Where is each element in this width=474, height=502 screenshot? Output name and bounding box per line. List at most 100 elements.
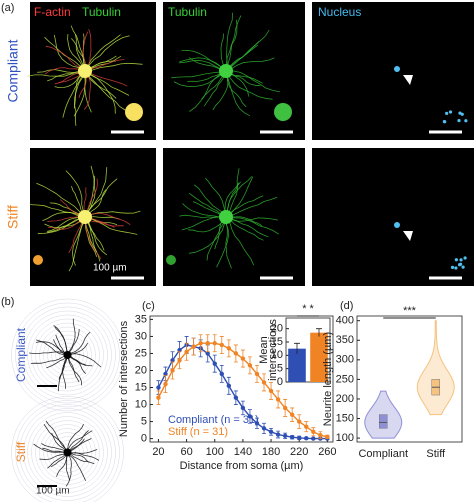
soma (78, 210, 92, 224)
channel-label: F-actin (34, 5, 71, 19)
neurite (84, 70, 130, 96)
neurite (225, 216, 278, 222)
y-axis-label: Number of intersections (118, 320, 130, 437)
soma (274, 103, 292, 121)
neurite (84, 62, 143, 72)
neurite (65, 452, 70, 481)
soma (166, 255, 176, 265)
soma (78, 64, 92, 78)
neurite (225, 15, 242, 72)
point (311, 436, 316, 441)
point (275, 432, 281, 437)
nucleus (394, 222, 400, 228)
sholl-ring (59, 346, 76, 364)
sholl-ring (31, 318, 104, 392)
y-tick-label: 20 (271, 323, 283, 335)
soma (219, 210, 233, 224)
point (205, 351, 210, 356)
sholl-ring (51, 436, 84, 469)
sholl-ring (51, 338, 84, 372)
x-tick-label: 180 (262, 446, 280, 458)
soma (219, 64, 233, 78)
neurite (41, 443, 68, 453)
micrograph (30, 148, 156, 286)
nucleus (461, 265, 465, 269)
neurite (44, 36, 86, 72)
point (325, 434, 330, 440)
neurite (37, 69, 86, 73)
neurite (33, 443, 68, 453)
nucleus (464, 119, 468, 123)
neurite (45, 45, 86, 72)
error-bar (294, 342, 300, 354)
neurite (84, 70, 116, 114)
scale-label: 100 µm (93, 263, 127, 274)
neurite (173, 70, 227, 87)
micrograph (163, 148, 305, 286)
bar (310, 332, 328, 382)
soma (63, 351, 72, 359)
neurite (67, 452, 100, 461)
y-tick-label: 200 (336, 393, 354, 405)
y-tick-label: 5 (277, 363, 283, 375)
row-label: Stiff (14, 441, 28, 462)
x-axis-label: Distance from soma (µm) (180, 460, 304, 472)
micrograph (312, 2, 474, 140)
neurite (67, 34, 86, 72)
point (261, 426, 267, 431)
neurite (225, 70, 247, 108)
neurite (44, 67, 86, 75)
neurite (45, 420, 68, 453)
y-tick-label: 300 (336, 354, 354, 366)
point (297, 419, 302, 424)
row-label: Stiff (5, 205, 21, 229)
sholl-ring (19, 404, 116, 501)
row-label: Compliant (14, 327, 28, 382)
sholl-ring (11, 298, 124, 412)
y-axis-label: Neurite length (µm) (322, 332, 334, 426)
neurite (225, 216, 269, 238)
neurite (216, 216, 229, 268)
scale-label: 100 µm (36, 486, 70, 497)
sholl-ring (27, 314, 108, 396)
point (212, 361, 217, 366)
neurite (47, 452, 68, 469)
point (318, 432, 323, 438)
sholl-ring (39, 424, 96, 481)
nucleus (454, 258, 458, 262)
neurite (189, 70, 227, 112)
neurite (67, 342, 88, 356)
y-tick-label: 5 (141, 415, 147, 427)
micrographs (27, 2, 474, 286)
nucleus (450, 265, 455, 269)
neurite (67, 354, 93, 367)
bar (288, 348, 306, 382)
neurite (68, 216, 86, 272)
neurite (67, 331, 91, 356)
error-bar (316, 328, 322, 337)
y-axis-label: intersections (267, 319, 279, 381)
neurite (178, 59, 227, 72)
y-axis-label: Mean (258, 336, 270, 364)
point (304, 424, 309, 429)
neurite (225, 216, 280, 235)
neurite (57, 354, 68, 392)
neurite (225, 168, 240, 218)
point (233, 351, 239, 356)
sholl-ring (15, 400, 120, 502)
point (247, 414, 253, 419)
point (170, 358, 175, 363)
sholl-ring (19, 306, 116, 404)
soma (33, 255, 43, 265)
image-bg (312, 2, 474, 140)
neurite (65, 452, 72, 487)
panel-label: (b) (1, 296, 14, 308)
y-tick-label: 30 (135, 330, 147, 342)
tracing (11, 298, 124, 412)
y-tick-label: 400 (336, 315, 354, 327)
point (177, 347, 182, 353)
tracing (11, 396, 124, 502)
point (311, 429, 316, 434)
arrowhead (403, 231, 413, 241)
